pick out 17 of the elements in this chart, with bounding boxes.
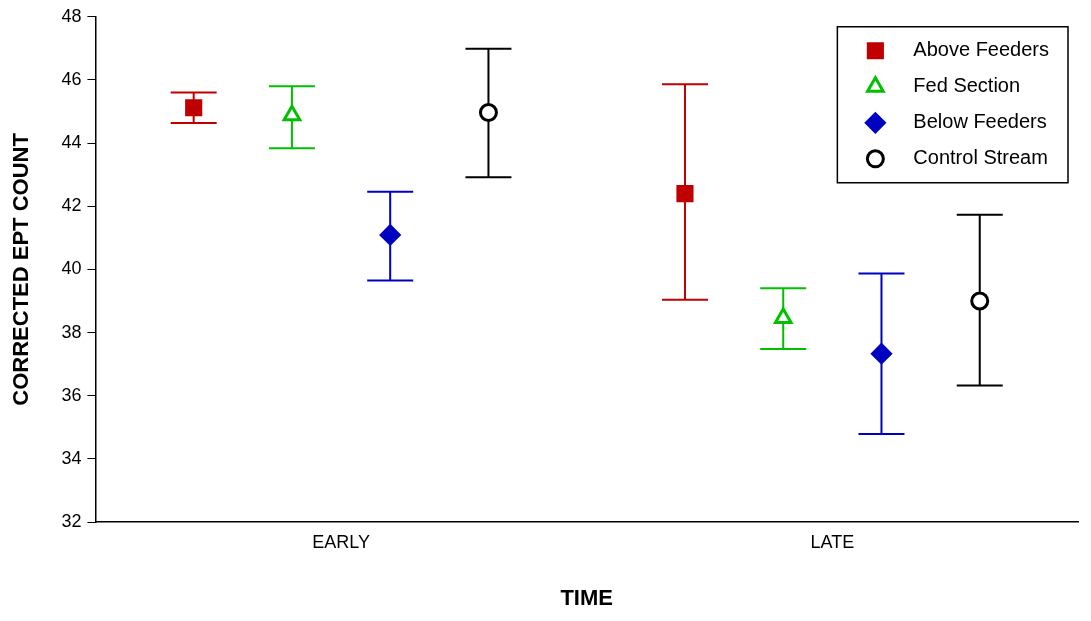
x-tick-label: LATE <box>810 531 855 552</box>
y-tick-label: 34 <box>61 447 82 468</box>
y-tick-label: 42 <box>61 195 82 216</box>
y-tick-label: 40 <box>61 258 82 279</box>
legend-label: Below Feeders <box>913 110 1047 133</box>
legend-label: Above Feeders <box>913 38 1050 61</box>
y-tick-label: 48 <box>61 5 82 26</box>
legend-label: Fed Section <box>913 74 1021 97</box>
x-tick-label: EARLY <box>312 531 370 552</box>
y-tick-label: 44 <box>61 132 82 153</box>
y-axis-title: CORRECTED EPT COUNT <box>8 132 34 406</box>
y-tick-label: 36 <box>61 384 82 405</box>
x-axis-title: TIME <box>560 584 613 610</box>
y-tick-label: 38 <box>61 321 82 342</box>
y-tick-label: 46 <box>61 68 82 89</box>
legend-label: Control Stream <box>913 146 1048 169</box>
y-tick-label: 32 <box>61 510 82 531</box>
